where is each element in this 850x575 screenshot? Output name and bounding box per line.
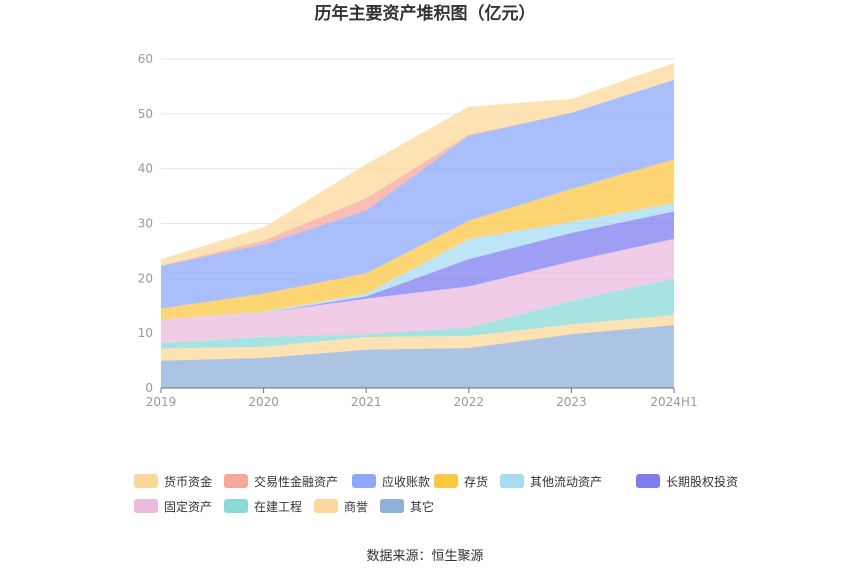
x-tick-label: 2022 bbox=[454, 395, 485, 409]
legend-swatch bbox=[224, 474, 248, 488]
y-tick-label: 10 bbox=[138, 326, 153, 340]
area-其他流动资产[interactable] bbox=[161, 203, 674, 320]
legend-swatch bbox=[434, 474, 458, 488]
legend-item[interactable]: 长期股权投资 bbox=[636, 470, 738, 492]
area-其它[interactable] bbox=[161, 324, 674, 388]
area-series bbox=[161, 62, 674, 388]
legend-label: 其他流动资产 bbox=[530, 474, 603, 489]
legend-item[interactable]: 存货 bbox=[434, 470, 488, 492]
y-tick-label: 40 bbox=[138, 162, 153, 176]
x-tick-label: 2019 bbox=[146, 395, 177, 409]
y-tick-label: 0 bbox=[145, 381, 153, 395]
x-tick-label: 2021 bbox=[351, 395, 382, 409]
legend-label: 其它 bbox=[410, 499, 435, 514]
legend-swatch bbox=[380, 499, 404, 513]
legend-swatch bbox=[134, 499, 158, 513]
legend-label: 存货 bbox=[464, 474, 489, 489]
area-存货[interactable] bbox=[161, 159, 674, 320]
legend-swatch bbox=[500, 474, 524, 488]
legend-label: 在建工程 bbox=[254, 499, 303, 514]
area-在建工程[interactable] bbox=[161, 278, 674, 349]
y-tick-label: 30 bbox=[138, 217, 153, 231]
x-tick-label: 2023 bbox=[556, 395, 587, 409]
legend-label: 应收账款 bbox=[382, 474, 431, 489]
y-tick-label: 60 bbox=[138, 52, 153, 66]
x-tick-label: 2020 bbox=[248, 395, 279, 409]
y-tick-label: 50 bbox=[138, 107, 153, 121]
y-tick-label: 20 bbox=[138, 271, 153, 285]
legend-item[interactable]: 应收账款 bbox=[352, 470, 430, 492]
legend-item[interactable]: 货币资金 bbox=[134, 470, 212, 492]
legend-item[interactable]: 在建工程 bbox=[224, 495, 302, 517]
data-source: 数据来源：恒生聚源 bbox=[366, 549, 484, 564]
axes: 0 10 20 30 40 50 60 2019 2020 2021 2022 2023 2024H1 bbox=[138, 52, 698, 409]
legend-label: 固定资产 bbox=[164, 499, 213, 514]
x-tick-label: 2024H1 bbox=[650, 395, 697, 409]
legend-label: 长期股权投资 bbox=[666, 474, 739, 489]
legend-label: 商誉 bbox=[344, 499, 369, 514]
legend-item[interactable]: 其他流动资产 bbox=[500, 470, 602, 492]
legend-item[interactable]: 商誉 bbox=[314, 495, 368, 517]
legend-label: 货币资金 bbox=[164, 474, 213, 489]
area-货币资金[interactable] bbox=[161, 62, 674, 266]
legend-swatch bbox=[352, 474, 376, 488]
legend-swatch bbox=[134, 474, 158, 488]
area-交易性金融资产[interactable] bbox=[161, 79, 674, 266]
legend-swatch bbox=[636, 474, 660, 488]
legend-item[interactable]: 其它 bbox=[380, 495, 434, 517]
area-长期股权投资[interactable] bbox=[161, 211, 674, 320]
legend-swatch bbox=[314, 499, 338, 513]
legend-item[interactable]: 交易性金融资产 bbox=[224, 470, 338, 492]
area-固定资产[interactable] bbox=[161, 238, 674, 344]
chart-title: 历年主要资产堆积图（亿元） bbox=[314, 4, 536, 24]
legend-label: 交易性金融资产 bbox=[254, 474, 339, 489]
legend-swatch bbox=[224, 499, 248, 513]
area-商誉[interactable] bbox=[161, 315, 674, 361]
area-应收账款[interactable] bbox=[161, 79, 674, 309]
legend-item[interactable]: 固定资产 bbox=[134, 495, 212, 517]
